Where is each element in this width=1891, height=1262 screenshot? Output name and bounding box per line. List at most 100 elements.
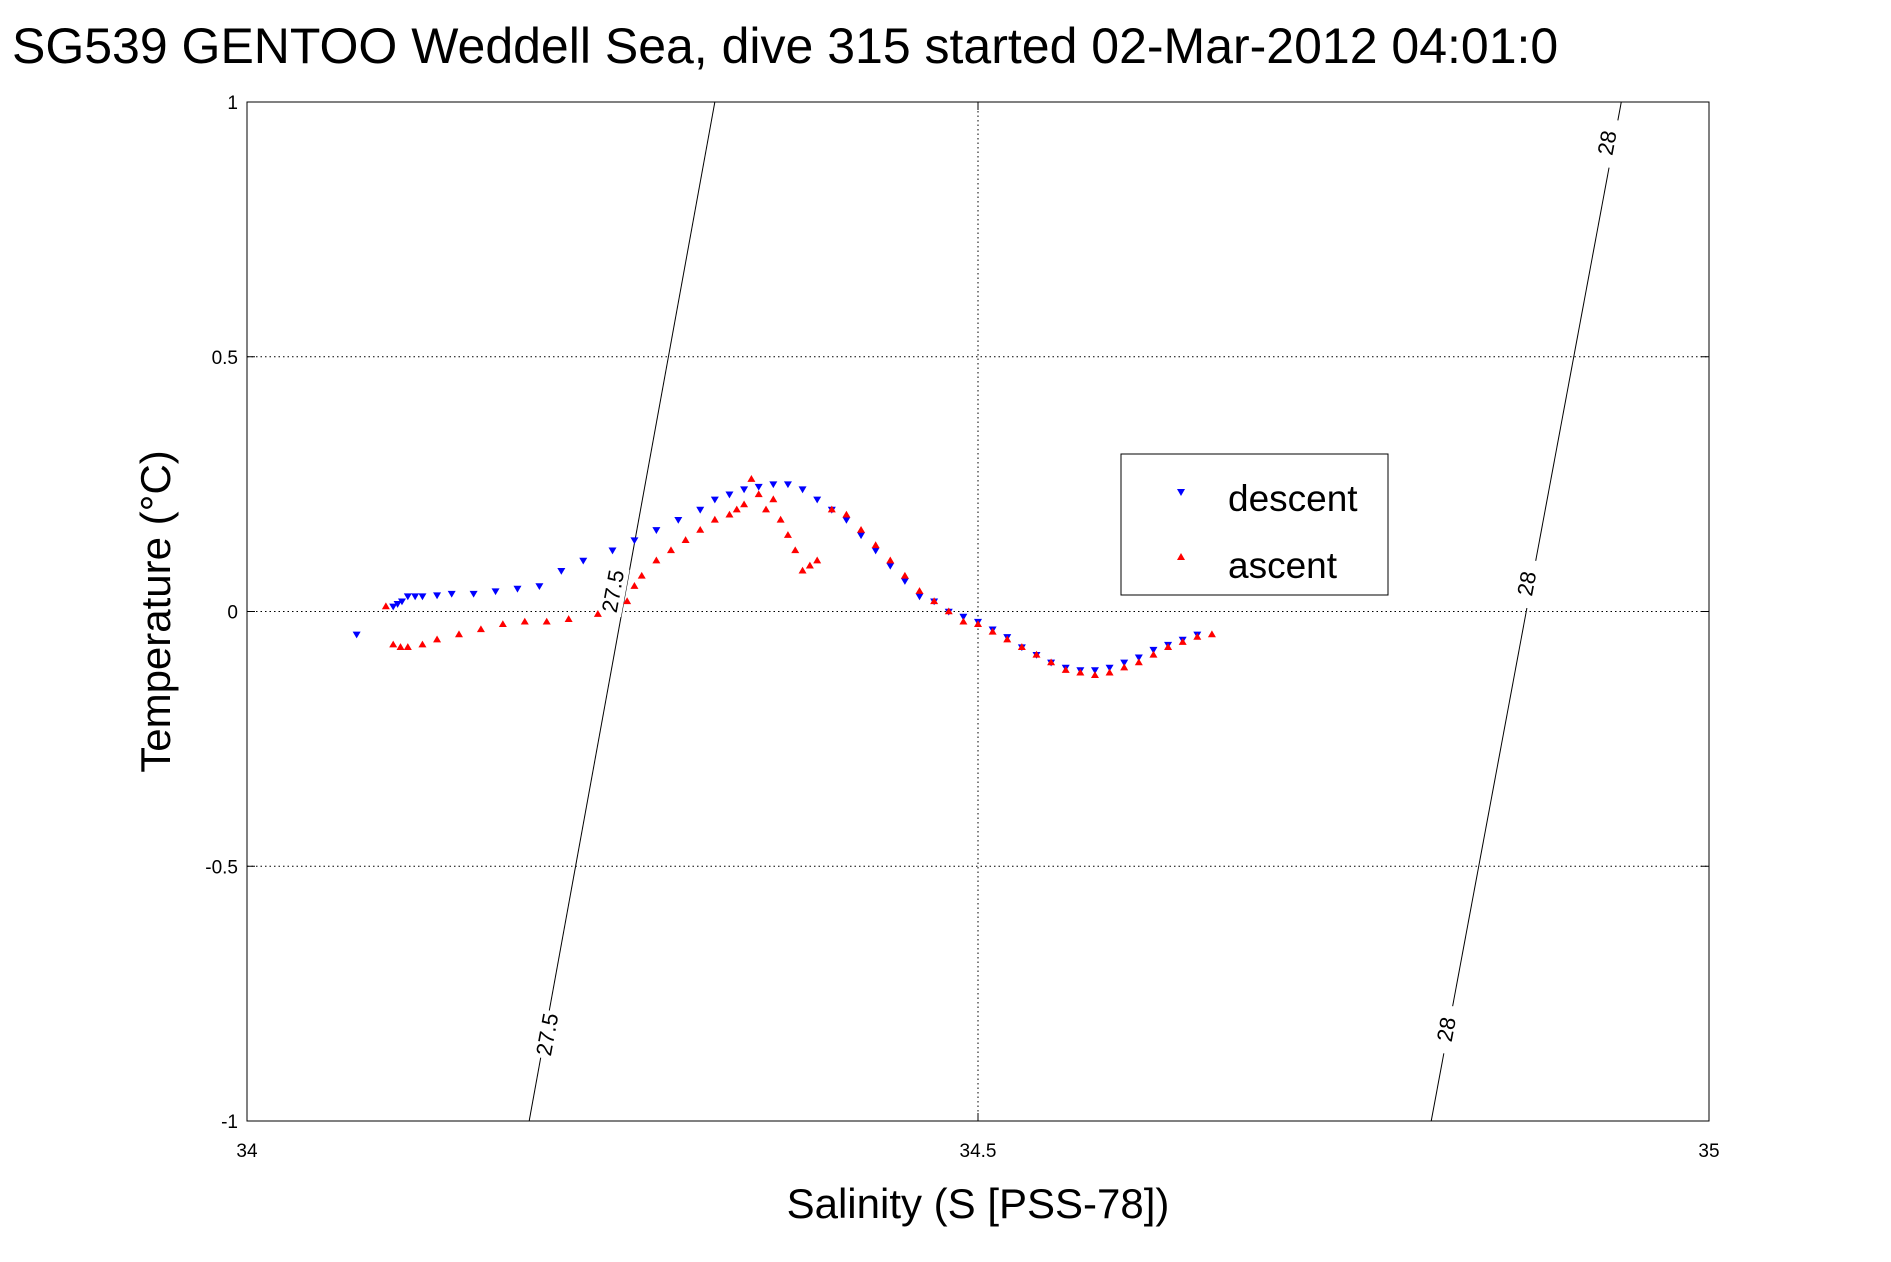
y-tick-label: -0.5 [205,857,238,878]
ascent-point [1193,632,1202,640]
ascent-point [1076,668,1085,676]
data-points [352,475,1216,678]
ascent-point [974,620,982,628]
ascent-point [813,556,822,564]
descent-point [1120,659,1129,667]
ascent-point [776,515,785,523]
isopycnal-line [1430,101,1622,1122]
contour-label-bg [529,1008,564,1061]
descent-point [857,532,866,540]
ascent-point [791,546,800,554]
descent-point [608,547,617,555]
ascent-point [900,571,909,579]
ascent-point [1149,650,1158,658]
ascent-point [696,525,705,533]
descent-point [491,588,500,596]
ascent-point [783,531,792,538]
descent-point [959,613,968,621]
descent-point [469,590,478,598]
legend-descent-label: descent [1228,478,1358,519]
descent-point [783,481,792,489]
descent-point [418,593,427,601]
descent-point [696,506,705,514]
density-contours: 27.5 27.5 28 28 28 [528,101,1624,1122]
isopycnal-line [528,101,716,1122]
ascent-point [769,495,778,503]
ascent-point [930,597,939,605]
ascent-point [725,510,734,518]
ascent-point [433,635,442,643]
ascent-point [732,505,741,513]
ascent-point [396,643,405,650]
ascent-point [564,615,573,622]
ascent-point [1032,650,1041,658]
contour-label: 27.5 [531,1011,563,1058]
ascent-point [762,505,771,513]
legend-ascent-label: ascent [1228,545,1338,586]
y-axis-label: Temperature (°C) [132,450,179,773]
contour-label-bg [595,565,630,618]
contour-label-bg [1428,1003,1464,1056]
legend-box [1120,453,1389,596]
chart-title: SG539 GENTOO Weddell Sea, dive 315 start… [12,18,1558,74]
legend-descent-marker [1177,489,1185,496]
ascent-point [542,617,551,625]
descent-point [630,537,639,545]
grid [246,101,1710,1122]
ascent-point [1164,643,1173,650]
ascent-point [827,505,836,513]
descent-point [710,496,719,504]
ascent-point [805,561,814,569]
descent-point [871,547,880,555]
descent-point [403,593,412,601]
ascent-point [520,617,529,625]
x-tick-label: 34 [236,1141,258,1162]
ascent-point [1105,668,1114,676]
descent-point [557,567,566,575]
descent-point [754,483,763,491]
contour-label-bg [1589,116,1624,169]
descent-point [393,601,402,608]
contour-label-bg [1509,557,1544,610]
descent-point [433,592,442,600]
descent-point [1149,646,1158,654]
ascent-point [1134,658,1143,666]
descent-point [411,593,420,601]
ascent-point [1047,658,1056,666]
descent-point [769,481,778,489]
ascent-point [1017,643,1026,650]
descent-point [352,631,361,639]
ascent-point [418,640,427,648]
legend: descent ascent [1120,453,1389,596]
ascent-point [630,582,639,589]
descent-point [886,562,895,570]
contour-label: 28 [1432,1015,1461,1044]
y-tick-label: -1 [221,1112,238,1133]
ascent-point [389,640,398,648]
ascent-point [623,597,632,605]
axis-ticks: 34 34.5 35 1 0.5 0 -0.5 -1 [205,93,1719,1162]
x-tick-label: 34.5 [960,1141,997,1162]
ascent-point [381,602,390,610]
ascent-point [842,510,851,518]
descent-point [740,486,749,494]
contour-label: 28 [1593,129,1622,158]
ascent-point [747,475,756,482]
descent-point [535,583,544,591]
descent-point [652,527,661,534]
x-axis-label: Salinity (S [PSS-78]) [787,1180,1170,1227]
y-tick-label: 0 [227,603,238,624]
ascent-point [886,556,895,564]
descent-point [389,603,398,611]
ascent-point [740,500,749,508]
ascent-point [1061,666,1070,673]
ascent-point [798,566,807,574]
ascent-point [871,541,880,549]
contour-label: 28 [1512,569,1541,598]
ascent-point [681,536,690,543]
ascent-point [710,515,719,523]
descent-point [813,496,822,504]
ascent-point [1090,671,1099,678]
ascent-point [857,525,866,533]
ascent-point [959,617,968,625]
